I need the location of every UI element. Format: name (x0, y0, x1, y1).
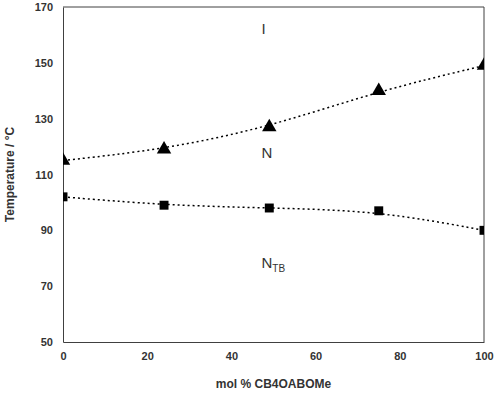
point (63, 192, 67, 201)
tick: 170 (35, 1, 63, 13)
tick-label: 150 (35, 57, 53, 69)
x-axis-title: mol % CB4OABOMe (216, 377, 332, 391)
phase-label: I (262, 20, 266, 37)
phase-label-subscript: TB (272, 263, 285, 274)
tick: 70 (41, 280, 63, 292)
tick-label: 20 (142, 350, 154, 362)
chart: 020406080100507090110130150170INNTBmol %… (0, 0, 500, 396)
point (374, 206, 383, 215)
axis-line (63, 8, 64, 343)
tick-label: 70 (41, 280, 53, 292)
tick-label: 40 (226, 350, 238, 362)
tick-label: 50 (41, 336, 53, 348)
tick: 80 (394, 342, 406, 362)
phase-label-text: N (262, 254, 273, 271)
tick: 60 (310, 342, 322, 362)
tick-label: 60 (310, 350, 322, 362)
point (265, 204, 274, 213)
tick: 90 (41, 224, 63, 236)
phase-label-text: I (262, 20, 266, 37)
point (480, 226, 484, 235)
axis-line (64, 342, 485, 343)
tick-label: 90 (41, 224, 53, 236)
tick-label: 130 (35, 113, 53, 125)
frame (484, 7, 485, 342)
tick: 100 (475, 342, 493, 362)
point (262, 119, 276, 131)
tick-label: 100 (475, 350, 493, 362)
tick: 40 (226, 342, 238, 362)
tick: 110 (35, 169, 63, 181)
phase-label: N (262, 144, 273, 161)
tick: 20 (142, 342, 154, 362)
y-axis-title: Temperature / °C (3, 127, 17, 223)
frame (63, 7, 484, 8)
point (372, 82, 386, 94)
point (157, 141, 171, 153)
phase-label: NTB (262, 254, 286, 274)
marks (63, 57, 484, 235)
point (160, 201, 169, 210)
point (477, 57, 484, 69)
tick-label: 0 (60, 350, 66, 362)
tick-label: 170 (35, 1, 53, 13)
phase-label-text: N (262, 144, 273, 161)
trend-line (63, 197, 484, 231)
tick: 50 (41, 336, 63, 348)
tick-label: 110 (35, 169, 53, 181)
tick-label: 80 (394, 350, 406, 362)
y-axis: 50 70 90 110 130 150 170 (35, 1, 64, 348)
x-axis: 0 20 40 60 80 100 (60, 342, 493, 362)
point (63, 152, 70, 164)
tick: 150 (35, 57, 63, 69)
trend-line (63, 66, 484, 161)
tick: 0 (60, 342, 66, 362)
tick: 130 (35, 113, 63, 125)
plot: 020406080100507090110130150170INNTB (35, 1, 494, 362)
